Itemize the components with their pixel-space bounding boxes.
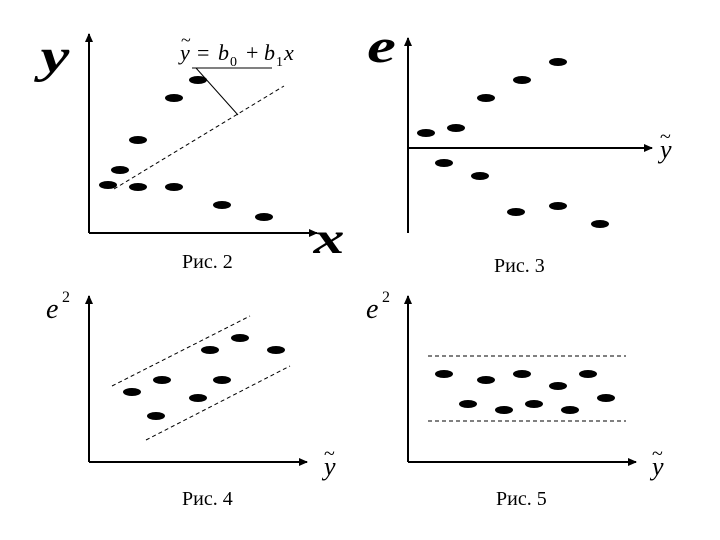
fig3-x-axis-label: y (657, 135, 672, 164)
fig5-point (513, 370, 531, 378)
fig3-point (507, 208, 525, 216)
fig4-band-lower (145, 365, 291, 441)
fig3-point (513, 76, 531, 84)
fig3-points (417, 58, 609, 228)
fig5-point (435, 370, 453, 378)
fig5-point (579, 370, 597, 378)
fig4-point (123, 388, 141, 396)
fig2-equation-b1-sub: 1 (276, 55, 283, 70)
fig2-caption: Рис. 2 (182, 251, 233, 273)
figure-3: e ~ y Рис. 3 (367, 20, 672, 277)
fig2-equation-b1: b (264, 40, 275, 65)
fig4-point (153, 376, 171, 384)
fig3-point (477, 94, 495, 102)
fig3-point (435, 159, 453, 167)
fig5-y-axis-sup: 2 (382, 289, 390, 306)
fig3-point (591, 220, 609, 228)
fig4-point (147, 412, 165, 420)
fig4-tilde-mark: ~ (324, 443, 335, 465)
fig2-tilde-mark: ~ (181, 30, 191, 50)
fig5-point (597, 394, 615, 402)
fig5-point (525, 400, 543, 408)
fig2-equation-eq: = (197, 40, 209, 65)
fig2-point (165, 183, 183, 191)
fig3-point (447, 124, 465, 132)
figure-2: y x y ~ = b 0 + b 1 x (34, 30, 345, 273)
fig4-y-axis-label: e (46, 294, 58, 325)
fig2-x-axis-label: x (312, 214, 344, 263)
fig3-point (417, 129, 435, 137)
fig2-regression-line (113, 85, 285, 190)
fig5-points (435, 370, 615, 414)
fig4-point (201, 346, 219, 354)
fig3-y-axis-label: e (367, 20, 396, 73)
fig4-band-upper (111, 315, 251, 387)
fig5-tilde-mark: ~ (652, 443, 663, 465)
fig2-point (99, 181, 117, 189)
fig2-point (165, 94, 183, 102)
fig2-equation-x: x (283, 40, 294, 65)
figure-5: e 2 ~ y Рис. 5 (366, 289, 664, 510)
fig5-x-axis-label: y (649, 452, 664, 481)
fig3-caption: Рис. 3 (494, 255, 545, 277)
fig5-point (459, 400, 477, 408)
fig5-point (561, 406, 579, 414)
fig3-point (471, 172, 489, 180)
fig2-equation-plus: + (246, 40, 258, 65)
fig2-y-axis-label: y (34, 30, 70, 83)
fig2-point (129, 183, 147, 191)
fig4-caption: Рис. 4 (182, 488, 233, 510)
fig3-point (549, 58, 567, 66)
fig5-point (477, 376, 495, 384)
fig2-point (213, 201, 231, 209)
fig2-point (255, 213, 273, 221)
fig2-points (99, 76, 273, 221)
fig2-point (129, 136, 147, 144)
fig5-point (495, 406, 513, 414)
figure-4: e 2 ~ y Рис. 4 (46, 289, 336, 510)
fig4-y-axis-sup: 2 (62, 289, 70, 306)
fig5-y-axis-label: e (366, 294, 378, 325)
fig4-point (213, 376, 231, 384)
fig3-point (549, 202, 567, 210)
fig2-equation-lhs: y (178, 40, 190, 65)
fig2-equation-pointer (195, 67, 239, 116)
fig4-x-axis-label: y (321, 452, 336, 481)
fig5-point (549, 382, 567, 390)
fig2-point (111, 166, 129, 174)
fig3-tilde-mark: ~ (660, 126, 671, 148)
fig4-point (189, 394, 207, 402)
fig4-points (123, 334, 285, 420)
fig4-point (267, 346, 285, 354)
fig4-point (231, 334, 249, 342)
fig2-equation-b0-sub: 0 (230, 55, 237, 70)
fig5-caption: Рис. 5 (496, 488, 547, 510)
fig2-regression-equation: y ~ = b 0 + b 1 x (178, 30, 294, 116)
fig2-equation-b0: b (218, 40, 229, 65)
fig2-point (189, 76, 207, 84)
